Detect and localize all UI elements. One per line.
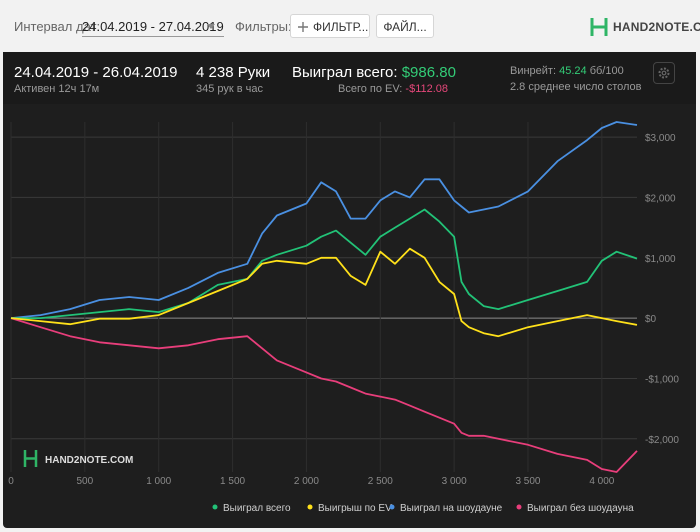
watermark-text: HAND2NOTE.COM (45, 455, 133, 466)
y-tick-label: $0 (645, 314, 657, 325)
gear-icon (658, 67, 670, 79)
x-tick-label: 4 000 (589, 476, 614, 487)
hands-per-hour: 345 рук в час (196, 83, 264, 95)
legend-label: Выиграл без шоудауна (527, 502, 634, 514)
y-tick-label: $1,000 (645, 254, 676, 265)
date-range-label: Интервал дат: (14, 19, 101, 34)
filter-button[interactable]: ФИЛЬТР... (290, 14, 370, 38)
legend-marker (212, 504, 218, 510)
won-total-label: Выиграл всего: (292, 64, 398, 81)
chevron-down-icon[interactable] (207, 24, 215, 29)
x-tick-label: 500 (77, 476, 94, 487)
winrate-value: 45.24 (559, 65, 587, 77)
x-tick-label: 0 (8, 476, 14, 487)
ev-total-value: -$112.08 (405, 83, 449, 95)
x-tick-label: 2 000 (294, 476, 319, 487)
x-tick-label: 1 500 (220, 476, 245, 487)
series-lines (10, 121, 638, 473)
x-tick-label: 2 500 (368, 476, 393, 487)
toolbar: Интервал дат: 24.04.2019 - 27.04.2019 Фи… (0, 0, 700, 50)
settings-button[interactable] (653, 62, 675, 84)
chart-watermark: HAND2NOTE.COM (23, 450, 133, 467)
plus-icon (298, 22, 308, 32)
legend-marker (516, 504, 522, 510)
file-button-label: ФАЙЛ... (383, 20, 427, 34)
summary-header: 24.04.2019 - 26.04.2019 Активен 12ч 17м … (3, 52, 696, 104)
series-line-3 (10, 121, 638, 319)
y-tick-label: $2,000 (645, 193, 676, 204)
grid-lines (10, 122, 637, 472)
y-axis: $3,000 $2,000 $1,000 $0 -$1,000 -$2,000 (645, 133, 679, 446)
avg-tables: 2.8 среднее число столов (510, 81, 642, 93)
ev-total: Всего по EV: -$112.08 (338, 83, 448, 95)
winrate-label: Винрейт: (510, 65, 557, 77)
y-tick-label: -$2,000 (645, 435, 679, 446)
y-tick-label: -$1,000 (645, 374, 679, 385)
legend-label: Выиграл на шоудауне (400, 503, 503, 514)
y-tick-label: $3,000 (645, 133, 676, 144)
x-tick-label: 3 500 (515, 476, 540, 487)
filter-button-label: ФИЛЬТР... (313, 20, 369, 34)
profit-chart: 0 500 1 000 1 500 2 000 2 500 3 000 3 500 4 000 … (8, 121, 679, 514)
active-time: Активен 12ч 17м (14, 83, 100, 95)
series-line-2 (10, 247, 638, 338)
hands-count: 4 238 Руки (196, 64, 271, 81)
watermark-logo-icon (23, 450, 38, 467)
logo-text: HAND2NOTE.COM (613, 20, 700, 34)
winrate: Винрейт: 45.24 бб/100 (510, 65, 624, 77)
date-range-picker[interactable]: 24.04.2019 - 27.04.2019 (82, 19, 224, 37)
series-line-1 (11, 208, 638, 320)
period-value: 24.04.2019 - 26.04.2019 (14, 64, 178, 81)
series-line-4 (10, 317, 638, 473)
winrate-unit: бб/100 (589, 65, 624, 77)
won-total: Выиграл всего: $986.80 (292, 64, 456, 81)
legend: Выиграл всего Выигрыш по EV Выиграл на шоу… (212, 502, 634, 514)
filters-label: Фильтры: (235, 19, 292, 34)
won-total-value: $986.80 (401, 64, 456, 81)
legend-label: Выиграл всего (223, 503, 291, 514)
legend-marker (307, 504, 313, 510)
x-tick-label: 3 000 (442, 476, 467, 487)
x-tick-label: 1 000 (146, 476, 171, 487)
graph-panel: 24.04.2019 - 26.04.2019 Активен 12ч 17м … (3, 52, 696, 528)
hand2note-logo-icon (590, 18, 608, 36)
legend-label: Выигрыш по EV (318, 503, 392, 514)
ev-total-label: Всего по EV: (338, 83, 403, 95)
file-button[interactable]: ФАЙЛ... (376, 14, 434, 38)
legend-marker (389, 504, 395, 510)
x-axis: 0 500 1 000 1 500 2 000 2 500 3 000 3 500 4 000 (8, 476, 615, 487)
